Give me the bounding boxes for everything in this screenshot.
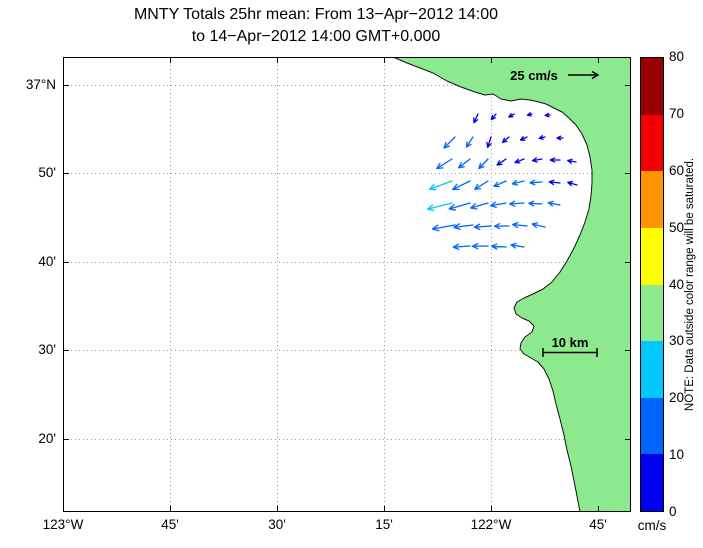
current-vector-arrow bbox=[531, 222, 546, 229]
current-vector-arrow bbox=[531, 157, 543, 163]
plot-border bbox=[63, 57, 631, 512]
current-vector-arrow bbox=[465, 136, 474, 148]
colorbar-segment bbox=[641, 341, 663, 398]
current-vector-arrow bbox=[473, 223, 492, 231]
y-tick-label: 20' bbox=[38, 431, 56, 446]
current-vector-arrow bbox=[514, 158, 525, 164]
current-vector-arrow bbox=[458, 158, 471, 169]
current-vector-arrow bbox=[471, 243, 489, 250]
current-vector-arrow bbox=[508, 112, 515, 118]
current-vector-arrow bbox=[508, 200, 525, 207]
colorbar bbox=[640, 57, 664, 512]
x-tick-label: 30' bbox=[268, 517, 286, 532]
current-vector-arrow bbox=[448, 202, 471, 211]
current-vector-arrow bbox=[549, 157, 561, 163]
colorbar-tick-label: 60 bbox=[669, 162, 685, 178]
plot-title-line1: MNTY Totals 25hr mean: From 13−Apr−2012 … bbox=[133, 6, 499, 23]
x-tick-label: 45' bbox=[589, 517, 607, 532]
reference-vector-arrow bbox=[568, 70, 600, 80]
current-vector-arrow bbox=[474, 180, 489, 190]
colorbar-tick-label: 10 bbox=[669, 447, 685, 463]
current-vector-arrow bbox=[486, 136, 492, 148]
current-vector-arrow bbox=[501, 136, 510, 144]
current-vector-arrow bbox=[443, 136, 456, 149]
current-vector-arrow bbox=[511, 179, 525, 186]
current-vector-arrow bbox=[567, 158, 577, 164]
colorbar-unit-label: cm/s bbox=[637, 518, 667, 533]
colorbar-segment bbox=[641, 58, 663, 115]
axis-ticks bbox=[63, 57, 631, 512]
colorbar-tick-label: 80 bbox=[669, 49, 685, 64]
colorbar-segment bbox=[641, 171, 663, 228]
colorbar-tick-label: 20 bbox=[669, 390, 685, 406]
current-vector-arrow bbox=[526, 112, 533, 117]
colorbar-tick-label: 70 bbox=[669, 105, 685, 121]
current-vector-arrow bbox=[512, 221, 528, 229]
current-vector-arrow bbox=[548, 179, 561, 186]
current-vector-arrow bbox=[556, 135, 564, 141]
plot-title-line2: to 14−Apr−2012 14:00 GMT+0.000 bbox=[191, 28, 441, 45]
current-vector-arrow bbox=[544, 112, 551, 118]
current-vector-arrow bbox=[436, 158, 453, 170]
current-vector-arrow bbox=[493, 180, 507, 188]
current-vector-arrow bbox=[428, 180, 453, 191]
land-coastline bbox=[392, 57, 631, 512]
x-tick-label: 122°W bbox=[470, 517, 512, 532]
colorbar-segment bbox=[641, 454, 663, 511]
current-vector-arrow bbox=[490, 113, 497, 121]
current-vector-arrow bbox=[452, 243, 471, 251]
scale-bar-label: 10 km bbox=[552, 335, 589, 350]
current-vector-arrow bbox=[478, 158, 489, 170]
current-vector-arrow bbox=[529, 179, 543, 186]
current-vector-arrow bbox=[452, 180, 471, 191]
colorbar-tick-label: 50 bbox=[669, 219, 685, 235]
current-vectors bbox=[426, 112, 578, 251]
scale-bar bbox=[542, 348, 598, 357]
colorbar-tick-label: 0 bbox=[669, 504, 677, 519]
y-tick-label: 50' bbox=[38, 165, 56, 180]
current-vector-arrow bbox=[567, 180, 578, 187]
current-vector-arrow bbox=[510, 242, 525, 249]
current-vector-arrow bbox=[528, 200, 543, 207]
current-vector-arrow bbox=[493, 223, 510, 230]
current-vector-arrow bbox=[496, 158, 507, 166]
x-tick-label: 123°W bbox=[42, 517, 84, 532]
current-vector-arrow bbox=[519, 136, 528, 141]
x-tick-label: 45' bbox=[161, 517, 179, 532]
current-vector-arrow bbox=[490, 243, 507, 250]
colorbar-segment bbox=[641, 284, 663, 342]
colorbar-segment bbox=[641, 114, 663, 172]
current-vector-arrow bbox=[431, 224, 456, 232]
y-tick-label: 37°N bbox=[25, 77, 56, 92]
current-vector-arrow bbox=[489, 201, 507, 208]
y-tick-label: 40' bbox=[38, 254, 56, 269]
reference-vector-label: 25 cm/s bbox=[510, 68, 558, 83]
colorbar-tick-label: 40 bbox=[669, 276, 685, 292]
map-plot: 25 cm/s 10 km bbox=[63, 57, 631, 512]
current-vector-arrow bbox=[547, 200, 561, 207]
colorbar-segment bbox=[641, 397, 663, 455]
current-vector-arrow bbox=[453, 223, 474, 231]
current-vector-arrow bbox=[426, 202, 453, 212]
x-tick-label: 15' bbox=[375, 517, 393, 532]
current-vector-arrow bbox=[473, 113, 479, 124]
colorbar-segment bbox=[641, 227, 663, 285]
current-vector-arrow bbox=[470, 202, 489, 210]
y-tick-label: 30' bbox=[38, 342, 56, 357]
colorbar-tick-label: 30 bbox=[669, 333, 685, 349]
current-vector-arrow bbox=[538, 135, 546, 140]
